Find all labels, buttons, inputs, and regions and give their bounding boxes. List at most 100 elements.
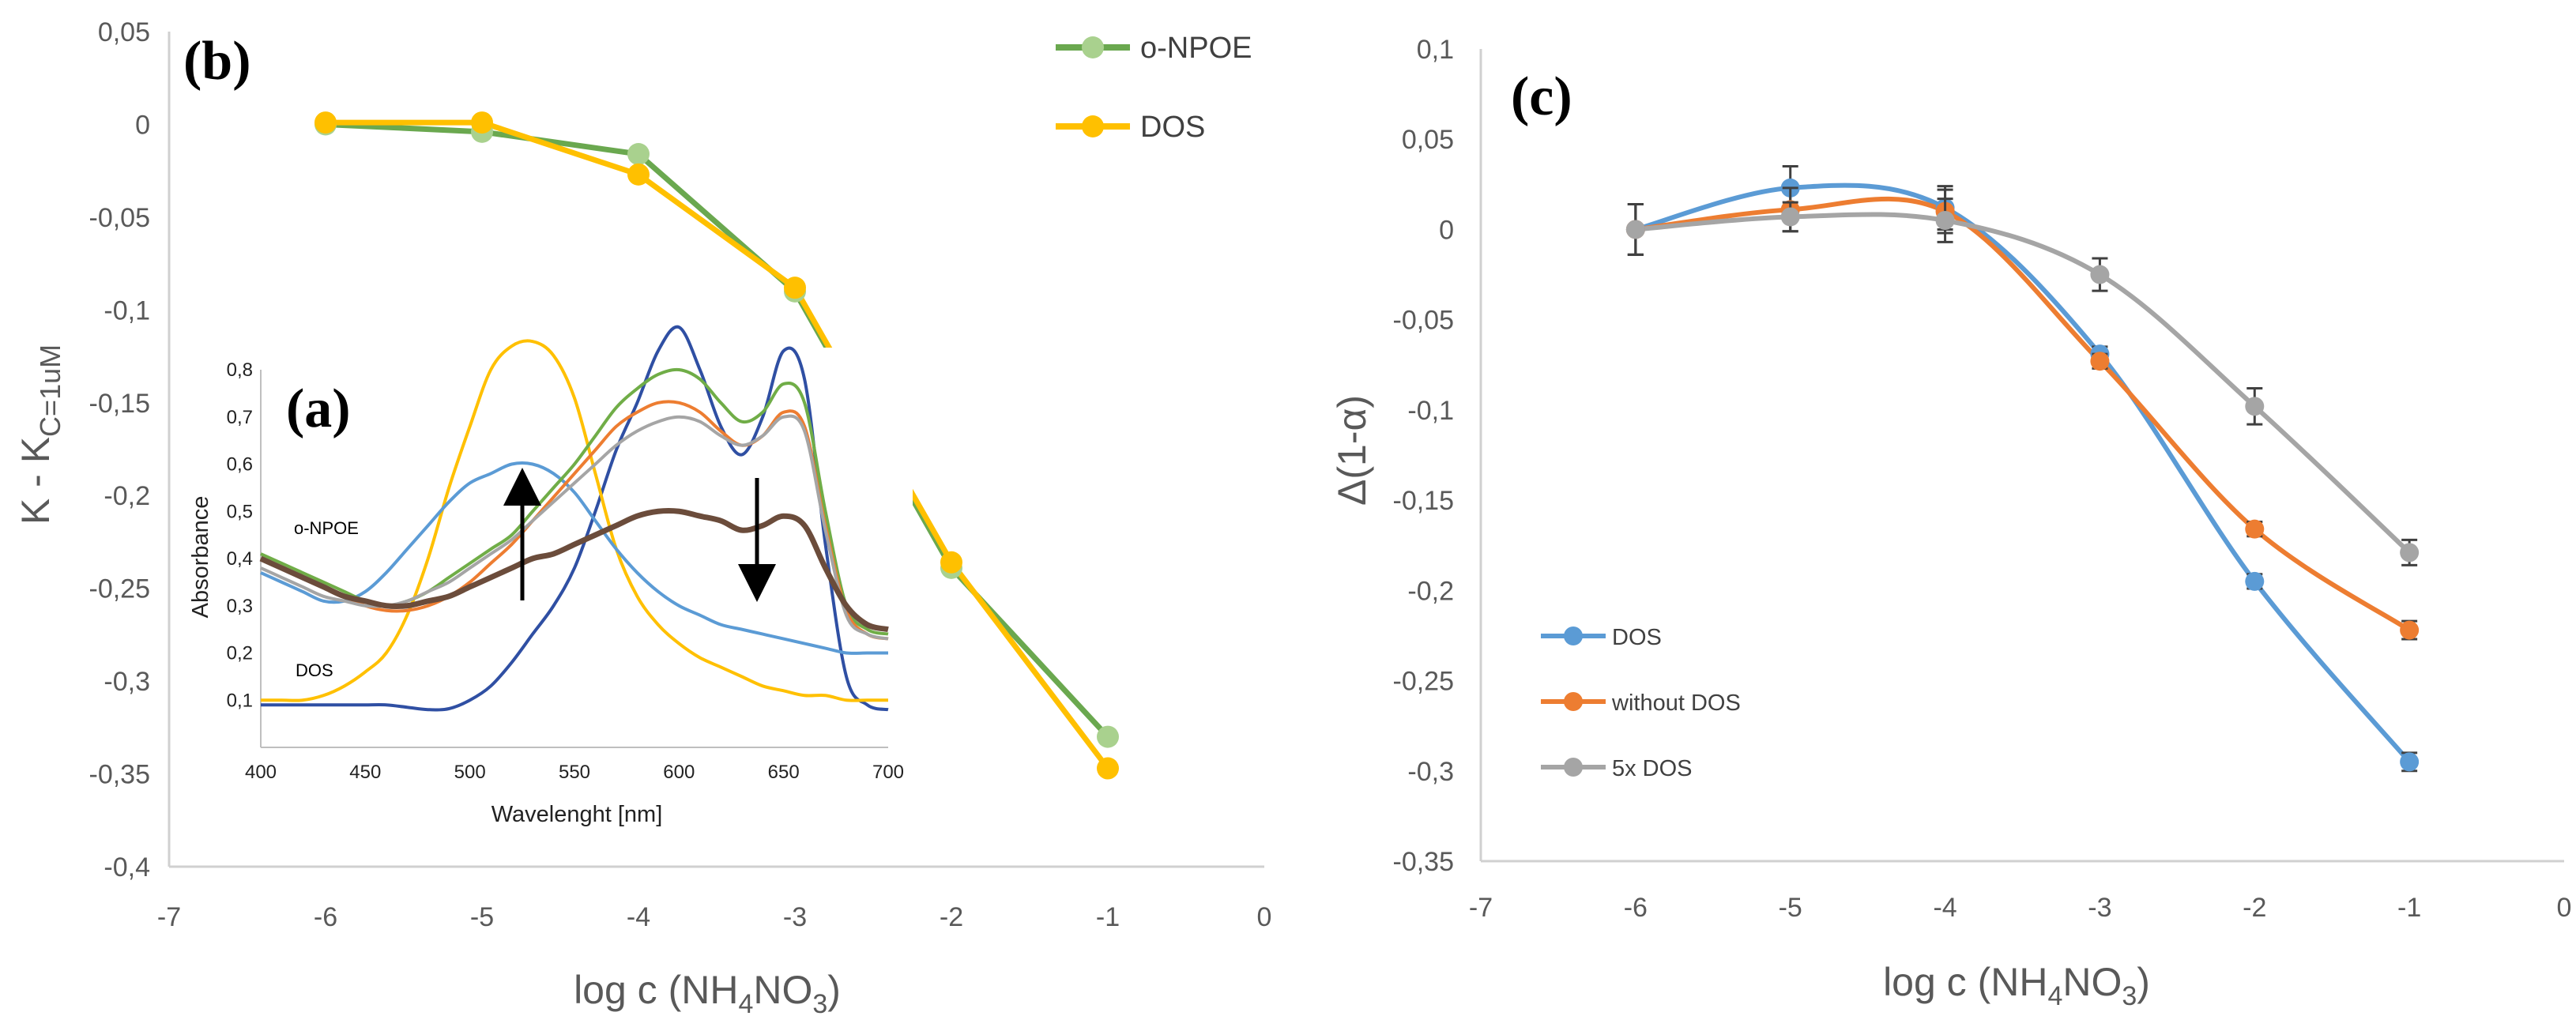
a-spectrum-line (260, 461, 888, 655)
b-panel-label: (b) (183, 31, 251, 92)
b-y-tick-label: -0,05 (89, 203, 151, 233)
c-point-5x-dos (1625, 220, 1645, 239)
a-annotation-onpoe: o-NPOE (294, 518, 359, 538)
c-point-without-dos (2090, 352, 2110, 371)
a-y-tick-label: 0,1 (227, 690, 253, 711)
b-x-tick-label: -7 (157, 902, 181, 932)
b-point-onpoe (1097, 725, 1119, 748)
b-x-tick-label: 0 (1257, 902, 1272, 932)
c-x-axis-title: log c (NH4NO3) (1883, 960, 2150, 1011)
c-legend-label-without-dos: without DOS (1611, 690, 1741, 716)
b-x-tick-label: -5 (470, 902, 494, 932)
c-x-tick-label: -1 (2397, 893, 2421, 923)
a-y-tick-label: 0,4 (227, 548, 253, 570)
a-spectrum-line (260, 339, 888, 702)
b-y-axis-title: K - KC=1uM (13, 344, 66, 525)
c-point-5x-dos (2090, 265, 2110, 284)
c-x-tick-label: -5 (1779, 893, 1802, 923)
b-x-tick-label: -4 (627, 902, 650, 932)
c-point-without-dos (2245, 519, 2265, 539)
chart-a-inset: 0,1 0,2 0,3 0,4 0,5 0,6 0,7 0,8 400 450 500 550 600… (182, 325, 913, 827)
a-y-tick-label: 0,2 (227, 643, 253, 664)
b-legend-item-onpoe: o-NPOE (1056, 32, 1252, 65)
c-x-tick-label: 0 (2557, 893, 2572, 923)
b-legend-marker-onpoe (1082, 36, 1104, 58)
a-up-arrow (503, 468, 541, 600)
c-x-tick-label: -7 (1469, 893, 1493, 923)
b-y-tick-label: -0,3 (104, 667, 150, 697)
c-point-5x-dos (2245, 397, 2265, 416)
c-y-tick-label: 0,05 (1402, 125, 1454, 155)
c-y-tick-label: -0,1 (1407, 396, 1454, 426)
a-x-tick-label: 550 (559, 762, 590, 783)
b-y-tick-label: -0,15 (89, 389, 151, 419)
c-x-tick-label: -4 (1933, 893, 1956, 923)
a-spectrum-line (260, 414, 889, 641)
b-point-dos (1097, 757, 1119, 780)
c-x-tick-label: -2 (2243, 893, 2266, 923)
a-panel-label: (a) (286, 378, 351, 439)
a-annotation-dos: DOS (296, 660, 333, 680)
a-spectrum-line (261, 325, 889, 712)
chart-c: 0,1 0,05 0 -0,05 -0,1 -0,15 -0,2 -0,25 -0,3 -0,35… (1330, 35, 2571, 1011)
c-y-tick-label: 0,1 (1417, 35, 1454, 65)
c-x-tick-label: -6 (1624, 893, 1648, 923)
a-inset-background (182, 348, 913, 818)
c-legend-label-5x-dos: 5x DOS (1612, 756, 1693, 781)
c-y-tick-label: 0 (1439, 215, 1454, 245)
a-y-tick-label: 0,7 (227, 407, 253, 428)
b-x-axis-title: log c (NH4NO3) (574, 968, 841, 1019)
b-y-tick-label: -0,25 (89, 574, 151, 604)
b-y-tick-label: -0,1 (104, 295, 150, 325)
c-y-tick-label: -0,25 (1393, 667, 1455, 697)
a-y-axis-title: Absorbance (188, 496, 213, 619)
c-legend: DOS without DOS 5x DOS (1541, 625, 1741, 781)
c-y-tick-label: -0,3 (1407, 757, 1454, 787)
c-legend-item-without-dos: without DOS (1541, 690, 1741, 716)
b-point-dos (627, 163, 650, 186)
b-legend-item-dos: DOS (1056, 111, 1205, 144)
b-y-tick-label: 0 (135, 110, 150, 140)
chart-b: 0,05 0 -0,05 -0,1 -0,15 -0,2 -0,25 -0,3 -0,35 -0,… (13, 17, 1271, 1019)
b-point-dos (471, 111, 493, 134)
c-series-line-without-dos (1635, 196, 2411, 633)
b-x-tick-label: -2 (940, 902, 963, 932)
c-legend-marker-5x-dos (1564, 758, 1583, 777)
b-legend: o-NPOE DOS (1056, 32, 1252, 144)
b-x-tick-label: -1 (1096, 902, 1120, 932)
b-y-tick-label: -0,35 (89, 760, 151, 790)
c-legend-item-5x-dos: 5x DOS (1541, 756, 1693, 781)
b-point-dos (784, 277, 806, 299)
c-y-tick-label: -0,2 (1407, 576, 1454, 606)
a-x-tick-label: 700 (872, 762, 904, 783)
c-legend-item-dos: DOS (1541, 625, 1662, 650)
c-legend-label-dos: DOS (1612, 625, 1662, 650)
b-legend-label-dos: DOS (1140, 111, 1205, 144)
a-y-tick-label: 0,6 (227, 454, 253, 476)
c-y-tick-label: -0,35 (1393, 847, 1455, 877)
a-y-tick-label: 0,3 (227, 596, 253, 617)
a-x-axis-title: Wavelenght [nm] (491, 802, 663, 827)
b-y-tick-label: -0,2 (104, 481, 150, 511)
c-point-dos (2245, 571, 2265, 591)
c-legend-marker-dos (1564, 627, 1583, 645)
b-x-tick-label: -3 (783, 902, 807, 932)
a-up-arrow-head (503, 468, 541, 506)
b-y-tick-label: 0,05 (98, 17, 150, 47)
a-x-tick-label: 500 (454, 762, 486, 783)
c-y-tick-label: -0,15 (1393, 486, 1455, 516)
b-series-line-dos (326, 119, 1110, 770)
b-point-onpoe (627, 143, 650, 166)
b-x-tick-label: -6 (314, 902, 337, 932)
c-x-tick-label: -3 (2088, 893, 2111, 923)
b-legend-marker-dos (1082, 115, 1104, 137)
c-y-axis-title: Δ(1-α) (1330, 395, 1374, 506)
c-point-5x-dos (1780, 207, 1800, 227)
c-point-5x-dos (1935, 211, 1955, 231)
a-x-tick-label: 600 (663, 762, 695, 783)
c-legend-marker-without-dos (1564, 692, 1583, 711)
a-y-tick-label: 0,8 (227, 359, 253, 381)
a-y-tick-label: 0,5 (227, 501, 253, 522)
a-x-tick-label: 650 (768, 762, 800, 783)
